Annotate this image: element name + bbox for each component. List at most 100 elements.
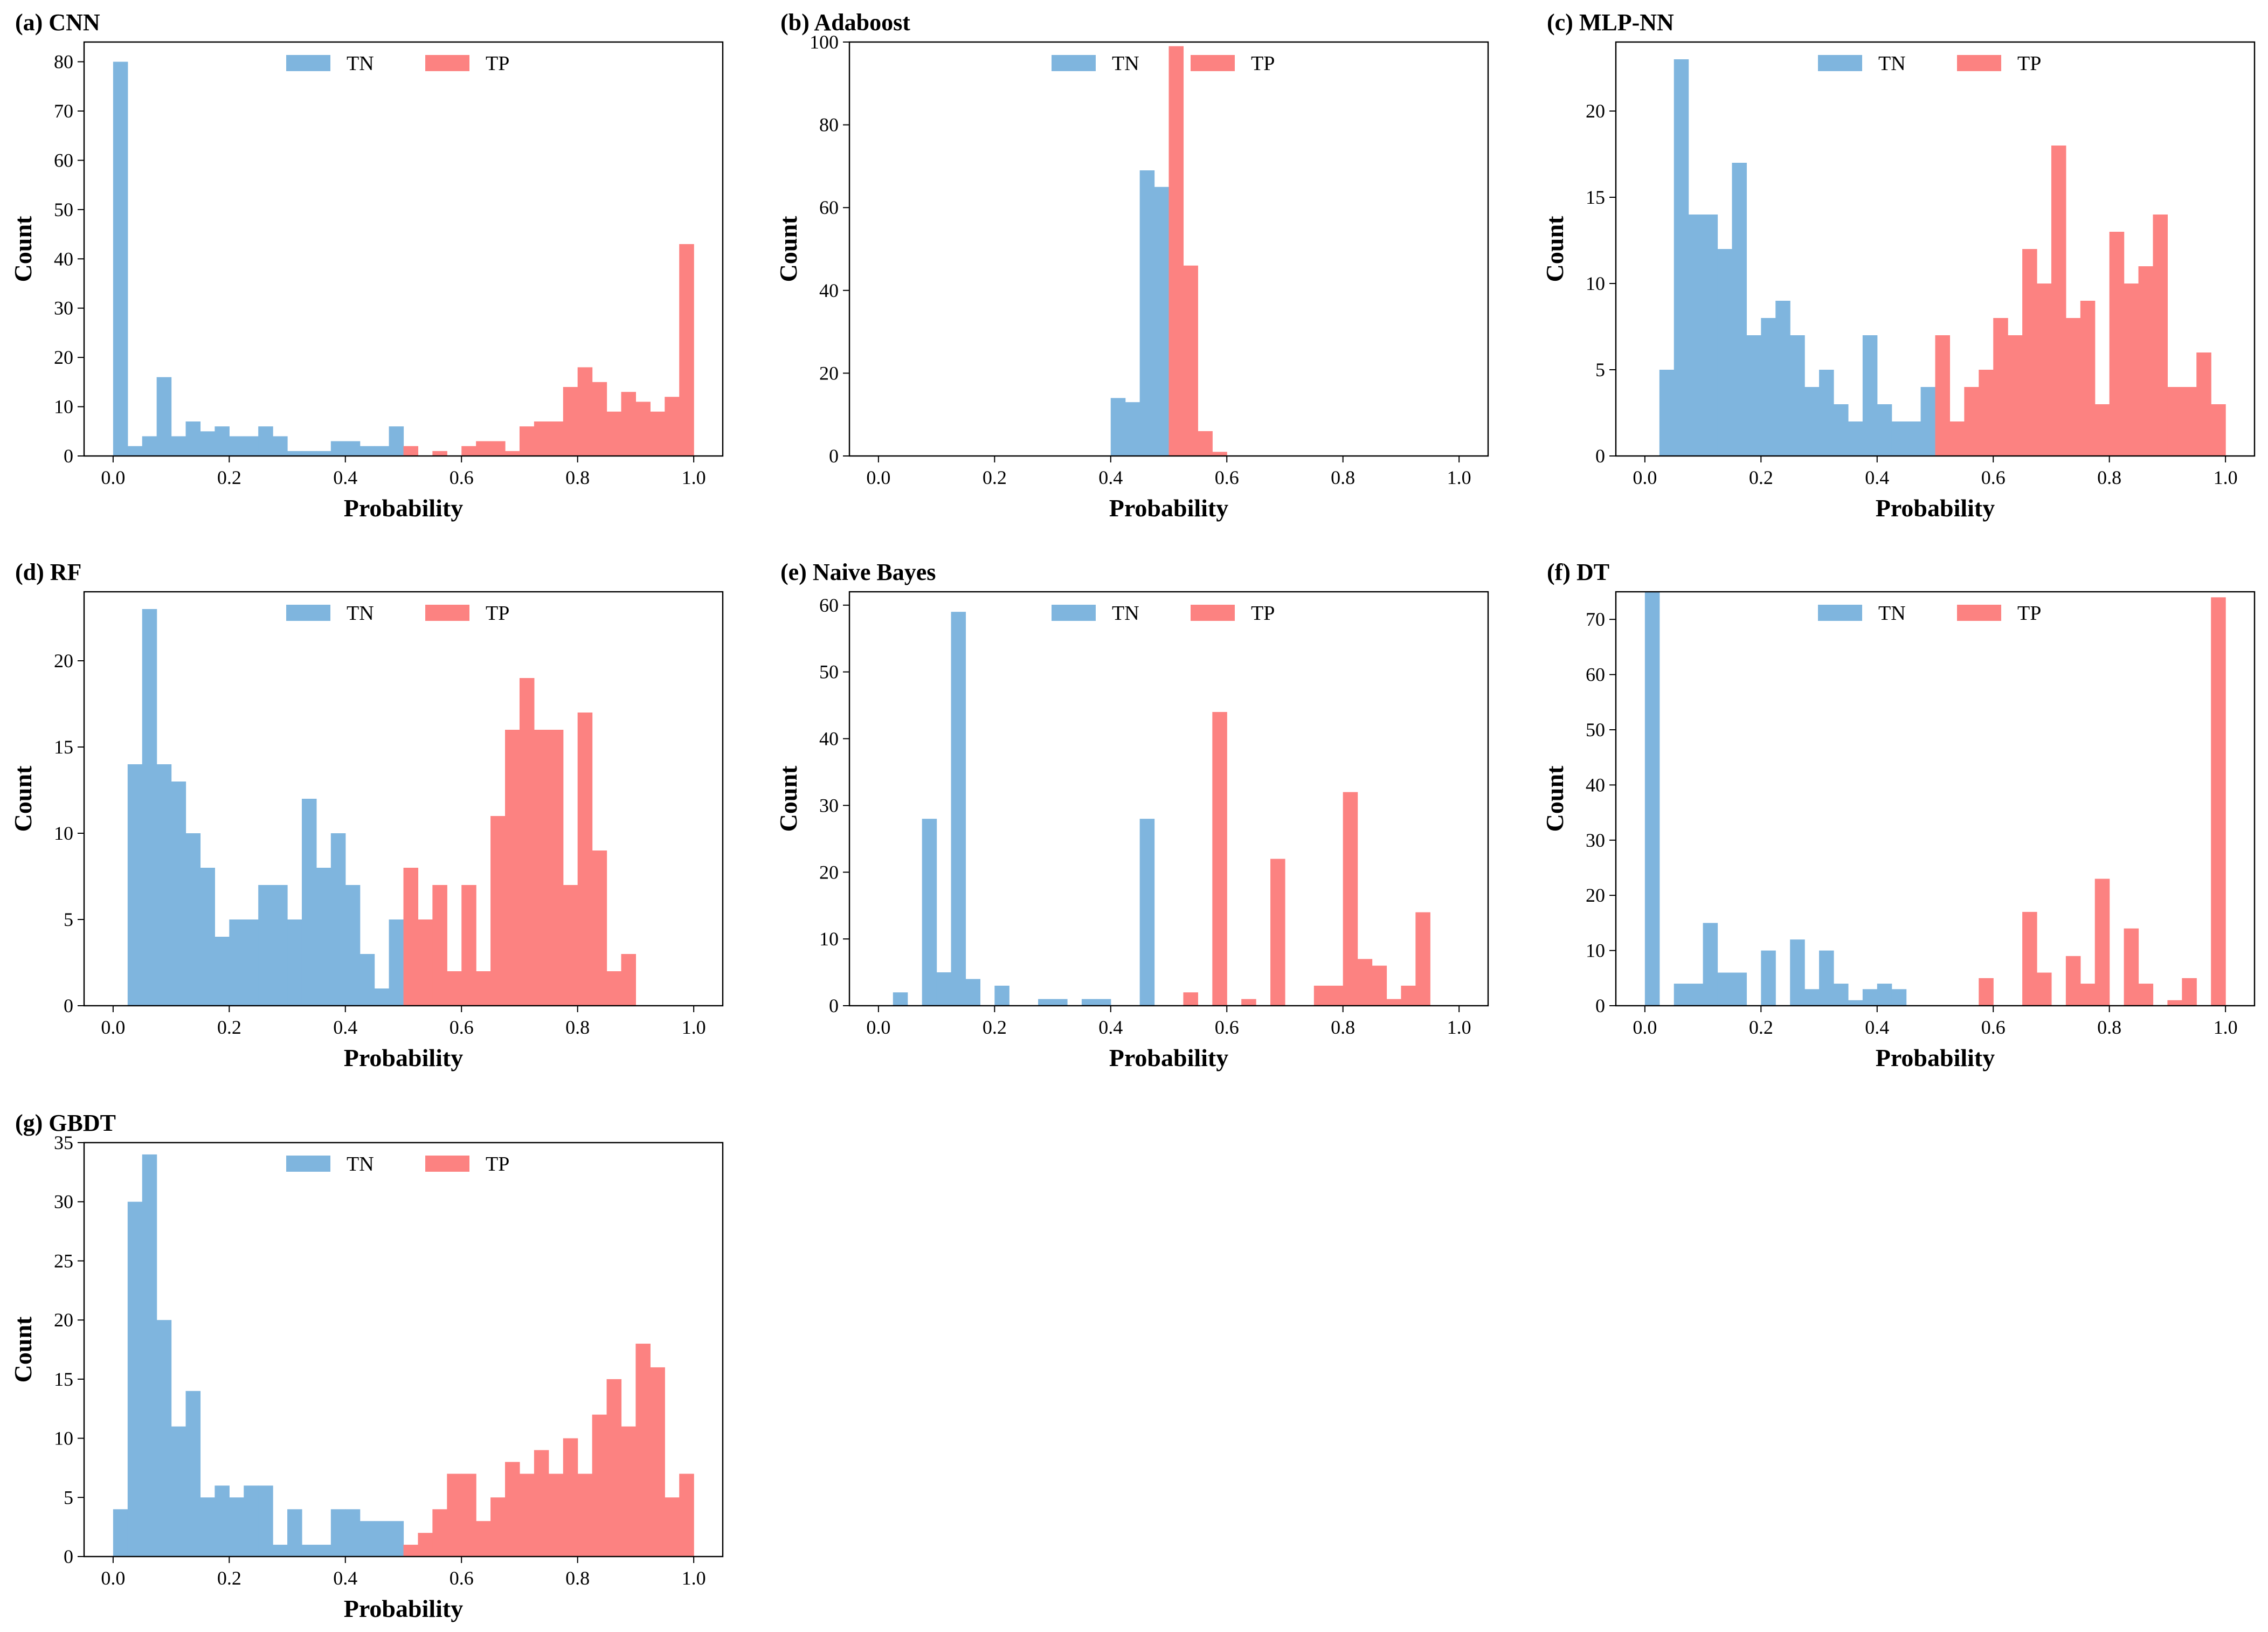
legend: TN TP [286,602,509,625]
legend-label-tn: TN [347,52,374,75]
histogram-bar-tp [577,713,593,1006]
histogram-bar-tp [563,387,578,456]
histogram-bar-tn [1139,819,1155,1006]
x-tick-label: 0.2 [217,1016,241,1038]
y-tick-label: 60 [54,149,73,171]
histogram-bar-tn [142,609,157,1006]
legend: TN TP [1818,602,2041,625]
histogram-bar-tn [936,972,952,1006]
chart-title: (e) Naive Bayes [780,559,936,585]
legend-swatch-tp [425,55,469,71]
y-tick-label: 10 [1586,940,1605,962]
histogram-bar-tp [2138,266,2154,456]
histogram-bar-tn [330,1509,346,1557]
histogram-bar-tn [1848,1000,1863,1006]
histogram-bar-tn [1833,984,1849,1006]
legend-label-tn: TN [347,602,374,625]
histogram-bar-tp [2124,928,2139,1006]
y-tick-label: 100 [810,31,839,53]
x-tick-label: 0.6 [1981,467,2006,488]
histogram-bar-tp [403,868,419,1006]
histogram-bar-tp [403,1545,419,1557]
x-tick-label: 0.8 [2097,467,2121,488]
histogram-bar-tp [665,1497,680,1557]
histogram-bar-tp [665,397,680,456]
histogram-bar-tn [1761,318,1776,456]
histogram-bar-tn [301,799,317,1006]
x-tick-label: 1.0 [1447,467,1471,488]
histogram-bar-tp [534,421,549,456]
histogram-bar-tp [519,1474,535,1557]
y-tick-label: 50 [54,199,73,220]
histogram-bar-tn [1891,989,1907,1006]
histogram-bar-tp [1168,46,1184,457]
x-tick-label: 0.8 [2097,1016,2121,1038]
histogram-bar-tn [1717,249,1733,456]
legend-swatch-tp [1191,55,1235,71]
histogram-bar-tn [1688,215,1704,456]
y-tick-label: 20 [819,362,839,384]
histogram-bar-tn [258,885,273,1006]
chart-title: (g) GBDT [15,1110,116,1136]
histogram-bar-tp [592,382,607,456]
histogram-bar-tp [1183,265,1198,456]
legend: TN TP [1818,52,2041,75]
histogram-bar-tn [200,431,215,456]
histogram-bar-tn [1717,972,1733,1006]
y-tick-label: 20 [819,861,839,883]
x-tick-label: 0.4 [333,467,357,488]
chart-title: (d) RF [15,559,81,585]
x-tick-label: 0.2 [1749,1016,1773,1038]
y-tick-label: 5 [1595,359,1605,381]
y-tick-label: 20 [54,347,73,368]
legend-label-tp: TP [1251,52,1275,75]
legend-label-tp: TP [486,52,509,75]
histogram-bar-tn [215,426,230,456]
histogram-bar-tp [432,885,447,1006]
histogram-bar-tn [316,451,331,456]
y-tick-label: 0 [64,995,73,1016]
histogram-bar-tn [965,979,980,1006]
legend-swatch-tp [1191,605,1235,621]
histogram-bar-tp [461,1474,476,1557]
histogram-bar-tn [1674,984,1689,1006]
legend-label-tn: TN [1112,602,1139,625]
chart-panel-4: (d) RF 0.0 0.2 0.4 0.6 0.8 1.0 0 5 10 15 20 Probabil… [9,559,724,1071]
histogram-bar-tp [2065,318,2081,456]
histogram-bar-tn [1139,170,1155,457]
histogram-bar-tp [461,446,476,456]
histogram-bar-tp [418,919,433,1006]
histogram-bar-tn [359,954,375,1006]
histogram-bar-tn [316,1545,331,1557]
plot-frame [1615,41,2256,457]
histogram-bar-tn [1038,999,1053,1006]
x-tick-label: 0.0 [866,467,890,488]
legend-swatch-tn [286,1156,330,1172]
histogram-bar-tp [679,1474,694,1557]
histogram-bar-tn [374,1521,390,1557]
y-tick-label: 25 [54,1250,73,1271]
x-tick-label: 0.0 [101,1016,125,1038]
histogram-bar-tn [1819,950,1834,1006]
histogram-bar-tn [185,421,201,456]
histogram-bar-tp [548,730,564,1006]
y-tick-label: 20 [1586,884,1605,906]
histogram-bar-tn [142,436,157,456]
y-tick-label: 15 [1586,186,1605,208]
histogram-bar-tp [1993,318,2008,456]
histogram-bar-tn [1790,939,1805,1006]
histogram-bar-tn [330,441,346,456]
histogram-bar-tn [374,446,390,456]
x-tick-label: 0.6 [450,467,474,488]
histogram-bar-tp [519,426,535,456]
histogram-bar-tn [200,1497,215,1557]
legend-swatch-tn [286,605,330,621]
histogram-bar-tn [1703,923,1718,1006]
x-tick-label: 0.0 [1633,1016,1657,1038]
histogram-bar-tp [403,446,419,456]
y-tick-label: 0 [829,445,839,467]
histogram-bar-tp [1949,421,1965,456]
histogram-bar-tp [621,1426,637,1557]
histogram-bar-tp [563,1438,578,1557]
histogram-bar-tp [621,954,637,1006]
